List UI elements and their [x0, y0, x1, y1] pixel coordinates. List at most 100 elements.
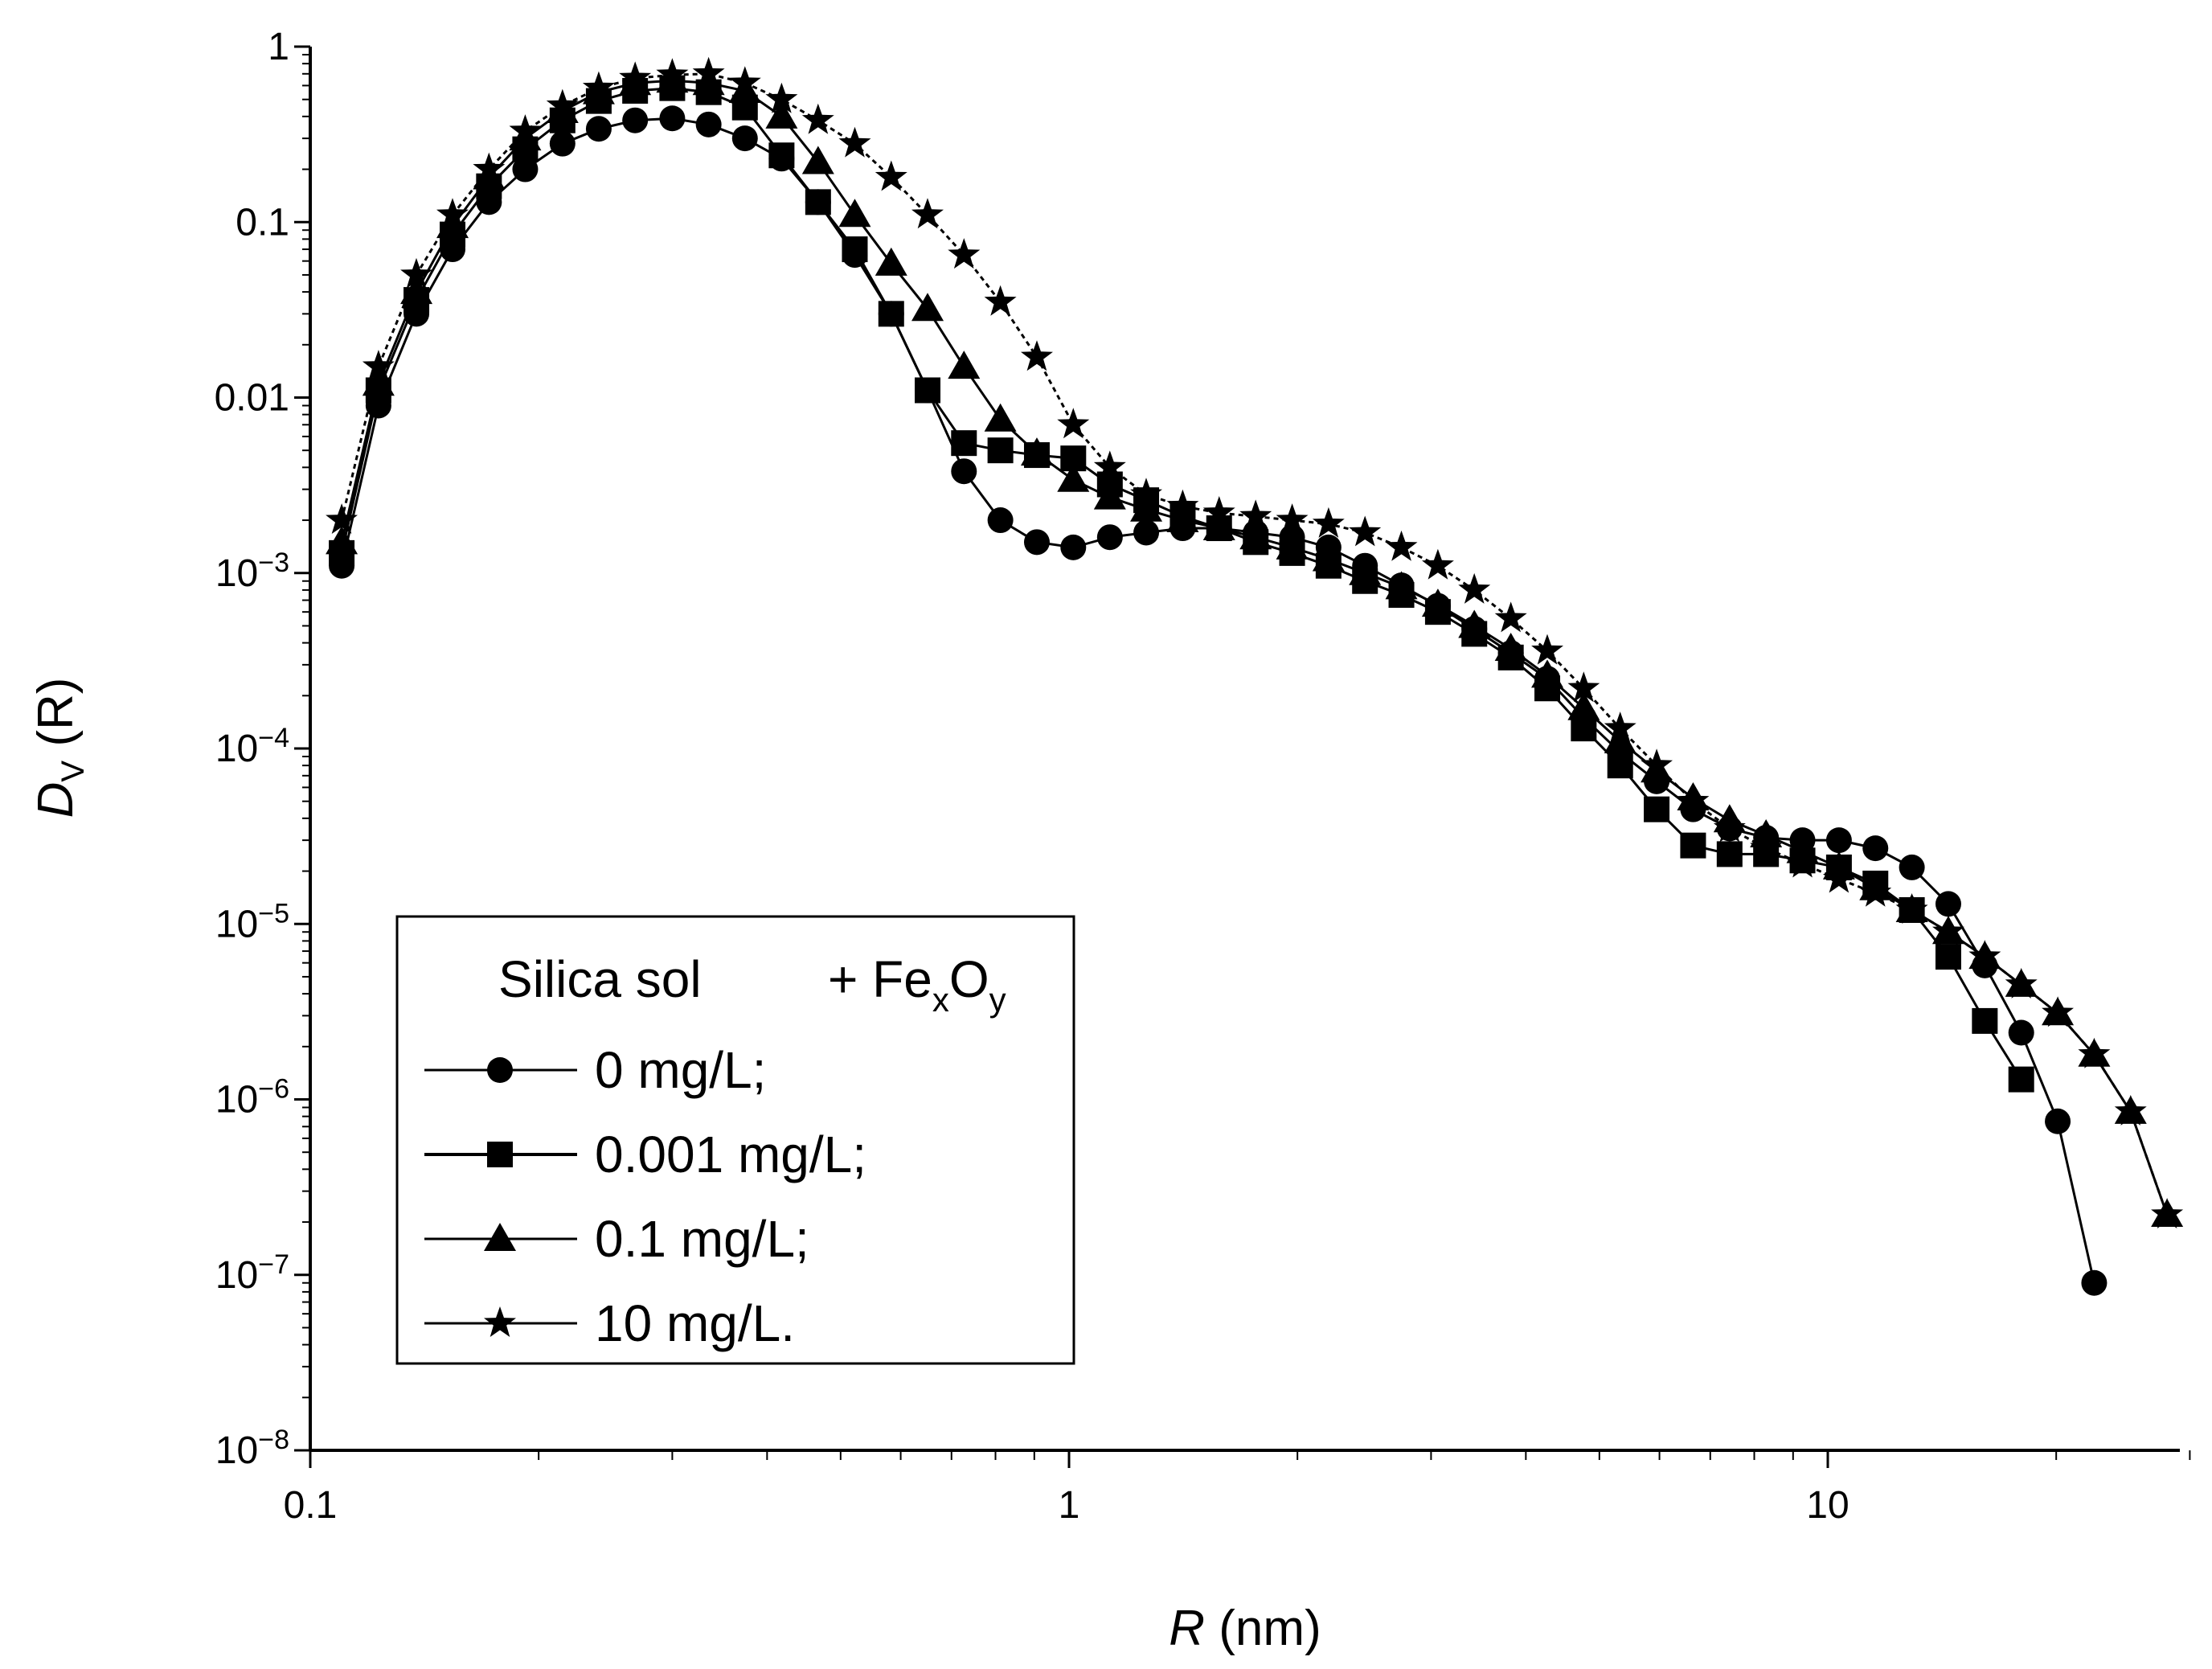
- data-point-triangle: [1385, 571, 1418, 600]
- data-point-circle: [1023, 529, 1050, 556]
- data-point-star: [1202, 496, 1235, 527]
- legend-marker-circle: [487, 1057, 513, 1083]
- data-point-star: [1750, 831, 1783, 863]
- y-tick-label: 1: [268, 26, 289, 68]
- data-point-square: [951, 430, 977, 457]
- data-point-star: [619, 61, 652, 92]
- data-point-triangle: [1458, 609, 1491, 638]
- legend-label: 10 mg/L.: [595, 1294, 795, 1352]
- data-point-circle: [622, 107, 649, 133]
- data-point-square: [768, 142, 795, 169]
- legend-label: 0 mg/L;: [595, 1041, 766, 1099]
- data-point-triangle: [1093, 481, 1126, 510]
- data-point-star: [1895, 893, 1928, 924]
- plot-area: [326, 56, 2184, 1296]
- data-point-triangle: [838, 199, 871, 228]
- data-point-circle: [585, 116, 612, 142]
- data-point-triangle: [1312, 543, 1345, 572]
- data-point-star: [1130, 478, 1162, 509]
- data-point-square: [1607, 752, 1633, 779]
- data-point-circle: [1935, 891, 1961, 917]
- data-point-star: [1822, 862, 1855, 893]
- data-point-triangle: [1349, 556, 1382, 585]
- legend-items: 0 mg/L; 0.001 mg/L; 0.1 mg/L; 10 mg/L.: [424, 1041, 866, 1352]
- y-tick-label: 0.01: [215, 377, 289, 420]
- data-point-circle: [2008, 1019, 2034, 1046]
- data-point-triangle: [1057, 463, 1090, 492]
- data-point-circle: [549, 130, 576, 157]
- y-tick-label: 0.1: [236, 201, 289, 244]
- data-point-triangle: [326, 526, 358, 555]
- data-point-square: [1680, 832, 1706, 859]
- x-tick-label: 0.1: [284, 1484, 338, 1527]
- legend-label: 0.1 mg/L;: [595, 1210, 809, 1268]
- data-point-circle: [731, 125, 758, 152]
- data-point-star: [1859, 876, 1892, 907]
- data-point-square: [987, 437, 1014, 464]
- data-point-star: [1385, 530, 1418, 561]
- data-point-triangle: [1130, 493, 1163, 522]
- data-point-triangle: [1202, 512, 1235, 541]
- data-point-star: [2114, 1094, 2147, 1126]
- y-tick-label: 10−3: [215, 547, 289, 595]
- data-point-star: [692, 56, 725, 88]
- data-point-star: [1422, 548, 1454, 580]
- y-tick-label: 10−8: [215, 1425, 289, 1472]
- legend-header-right: + FexOy: [828, 950, 1006, 1019]
- y-axis-title: DV (R): [28, 678, 91, 818]
- data-point-triangle: [984, 403, 1017, 432]
- data-point-square: [1644, 796, 1670, 822]
- data-point-star: [582, 71, 615, 102]
- data-point-triangle: [948, 351, 981, 379]
- data-point-star: [362, 350, 395, 381]
- data-point-star: [875, 160, 907, 191]
- data-point-star: [1093, 450, 1126, 482]
- data-point-square: [1716, 841, 1743, 867]
- y-tick-label: 10−6: [215, 1074, 289, 1122]
- data-point-circle: [512, 156, 539, 182]
- y-ticks: 1 0.1 0.01 10−3 10−4 10−5 10−6 10−7 10−8: [215, 26, 310, 1472]
- data-point-star: [911, 198, 944, 229]
- data-point-star: [1531, 634, 1563, 665]
- data-point-star: [1057, 408, 1090, 439]
- data-point-star: [1567, 671, 1600, 703]
- data-point-square: [805, 189, 831, 215]
- data-point-star: [765, 82, 798, 113]
- data-point-triangle: [692, 67, 725, 96]
- data-point-triangle: [875, 247, 907, 276]
- data-point-square: [1935, 944, 1961, 970]
- series-star: [326, 56, 2184, 1228]
- data-point-star: [1713, 811, 1746, 843]
- data-point-star: [1239, 499, 1272, 531]
- data-point-triangle: [1276, 531, 1309, 560]
- data-point-star: [2151, 1198, 2184, 1228]
- data-point-circle: [1825, 827, 1852, 854]
- data-point-star: [838, 126, 871, 158]
- data-point-square: [842, 236, 868, 263]
- legend-box: [395, 915, 1075, 1365]
- data-point-star: [546, 88, 579, 120]
- legend: Silica sol + FexOy 0 mg/L; 0.001 mg/L; 0.1…: [395, 915, 1075, 1365]
- data-point-star: [1786, 847, 1819, 878]
- data-point-triangle: [1531, 659, 1564, 688]
- data-point-triangle: [1421, 588, 1454, 617]
- data-point-star: [436, 198, 469, 229]
- data-point-triangle: [436, 210, 469, 239]
- data-point-star: [1349, 515, 1382, 547]
- y-tick-label: 10−4: [215, 723, 289, 770]
- data-point-square: [2008, 1066, 2034, 1093]
- data-point-star: [1641, 748, 1673, 780]
- data-point-star: [1458, 572, 1491, 604]
- legend-item: 10 mg/L.: [424, 1294, 795, 1352]
- legend-marker-square: [487, 1142, 513, 1167]
- data-point-triangle: [801, 146, 834, 174]
- x-tick-label: 10: [1806, 1484, 1849, 1527]
- data-point-circle: [1862, 835, 1889, 862]
- y-tick-label: 10−5: [215, 898, 289, 945]
- data-point-star: [509, 114, 542, 146]
- data-point-square: [878, 301, 904, 327]
- data-point-circle: [1060, 534, 1087, 560]
- data-point-star: [1276, 503, 1309, 534]
